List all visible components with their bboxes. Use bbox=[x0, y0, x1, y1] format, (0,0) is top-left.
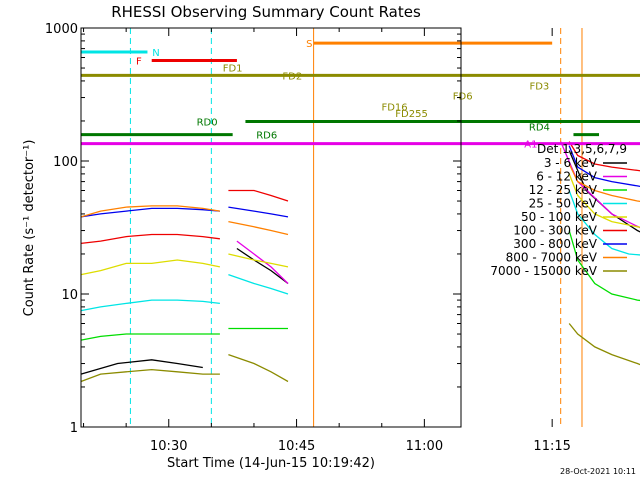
legend-label-5: 100 - 300 keV bbox=[513, 224, 597, 238]
series-line-4-0 bbox=[80, 259, 221, 276]
x-axis-label: Start Time (14-Jun-15 10:19:42) bbox=[167, 456, 375, 471]
flag-label-fd16: FD16 bbox=[381, 102, 407, 113]
series-line-3-0 bbox=[80, 299, 220, 312]
y-tick-label-0: 1 bbox=[70, 421, 78, 436]
legend-label-7: 800 - 7000 keV bbox=[506, 251, 598, 265]
legend-label-0: 3 - 6 keV bbox=[544, 156, 598, 170]
chart-title: RHESSI Observing Summary Count Rates bbox=[111, 3, 421, 21]
series-line-7-1 bbox=[228, 220, 289, 236]
y-tick-label-3: 1000 bbox=[45, 22, 78, 37]
series-line-6-2 bbox=[568, 145, 640, 188]
x-tick-label-2: 11:00 bbox=[406, 439, 443, 454]
series-line-3-1 bbox=[228, 273, 289, 295]
series-line-8-0 bbox=[80, 368, 220, 383]
legend-title: Det 1,3,5,6,7,9 bbox=[537, 142, 627, 156]
flag-label-fd6: FD6 bbox=[453, 92, 473, 103]
series-line-6-1 bbox=[228, 206, 289, 218]
series-line-5-1 bbox=[228, 189, 289, 202]
flag-label-fd2: FD2 bbox=[282, 71, 302, 82]
flag-label-fd3: FD3 bbox=[529, 81, 549, 92]
y-axis-label: Count Rate (s⁻¹ detector⁻¹) bbox=[22, 140, 37, 317]
series-line-0-1 bbox=[236, 247, 289, 285]
y-tick-label-2: 100 bbox=[53, 155, 78, 170]
flag-label-rd6: RD6 bbox=[256, 131, 277, 142]
flag-label-n: N bbox=[152, 48, 159, 59]
series-line-5-0 bbox=[80, 233, 220, 245]
series-line-0-0 bbox=[80, 359, 203, 375]
series-line-8-1 bbox=[228, 353, 289, 383]
legend-label-8: 7000 - 15000 keV bbox=[490, 264, 597, 278]
flag-label-fd255: FD255 bbox=[395, 109, 428, 120]
legend-label-2: 12 - 25 keV bbox=[529, 183, 598, 197]
x-tick-label-0: 10:30 bbox=[150, 439, 187, 454]
legend-label-3: 25 - 50 keV bbox=[529, 197, 598, 211]
y-tick-label-1: 10 bbox=[61, 288, 78, 303]
legend-label-6: 300 - 800 keV bbox=[513, 237, 597, 251]
series-line-8-2 bbox=[568, 323, 640, 366]
x-tick-label-3: 11:15 bbox=[533, 439, 570, 454]
flag-label-s: S bbox=[306, 39, 312, 50]
flag-label-rd4: RD4 bbox=[529, 122, 550, 133]
x-tick-label-1: 10:45 bbox=[278, 439, 315, 454]
flag-label-rd0: RD0 bbox=[197, 118, 218, 129]
y-axis: 1 10 100 1000 bbox=[45, 22, 461, 436]
flag-label-fd1: FD1 bbox=[223, 63, 243, 74]
series-line-5-2 bbox=[568, 141, 640, 172]
series-line-1-1 bbox=[560, 141, 640, 229]
series-line-3-2 bbox=[568, 190, 640, 256]
plot-frame bbox=[80, 27, 462, 428]
series-line-1-0 bbox=[236, 240, 289, 284]
series-line-4-1 bbox=[228, 253, 289, 268]
series-line-6-0 bbox=[80, 207, 220, 218]
legend-label-1: 6 - 12 keV bbox=[536, 170, 598, 184]
series-line-7-0 bbox=[80, 205, 221, 218]
flag-label-a1: A1 bbox=[524, 140, 537, 151]
flag-label-f: F bbox=[136, 56, 142, 67]
timestamp: 28-Oct-2021 10:11 bbox=[560, 467, 636, 476]
series-line-2-2 bbox=[568, 230, 640, 302]
series-line-7-2 bbox=[568, 163, 640, 203]
series-line-2-0 bbox=[80, 333, 220, 341]
legend-label-4: 50 - 100 keV bbox=[521, 210, 598, 224]
